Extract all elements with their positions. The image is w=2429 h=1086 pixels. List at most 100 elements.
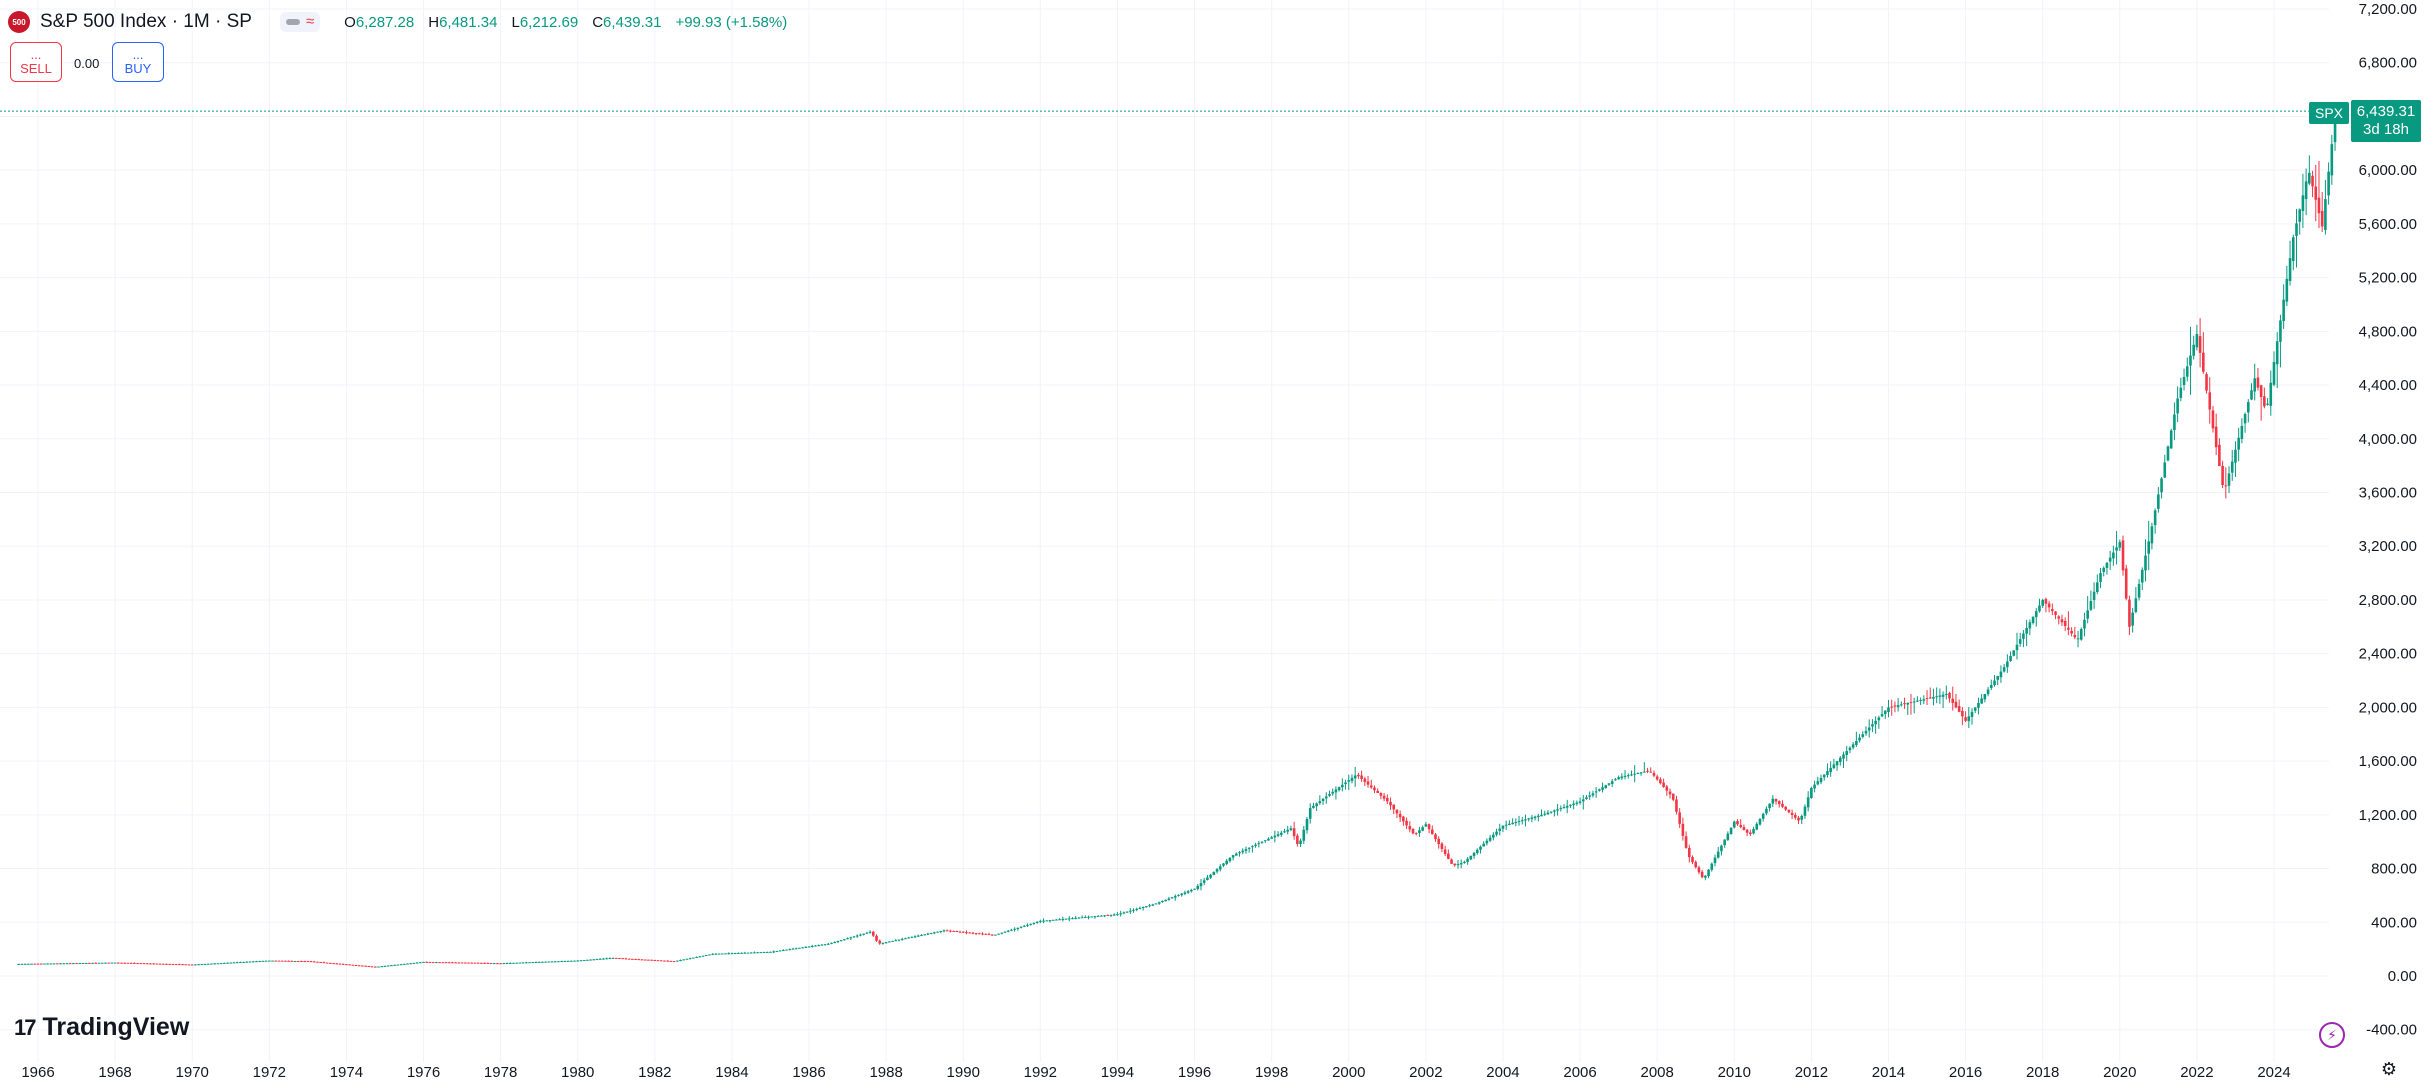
candle-body bbox=[17, 963, 21, 965]
candle-body bbox=[720, 953, 724, 955]
candle-body bbox=[1257, 843, 1261, 845]
candle-body bbox=[441, 962, 445, 964]
candle-body bbox=[1010, 929, 1013, 931]
candle-body bbox=[1880, 714, 1884, 717]
candle-body bbox=[1475, 849, 1479, 854]
candle-body bbox=[1437, 838, 1441, 845]
candle-body bbox=[1794, 814, 1797, 818]
candle-body bbox=[541, 961, 544, 963]
candle-body bbox=[1312, 805, 1315, 808]
candle-body bbox=[2092, 591, 2096, 600]
candle-body bbox=[1112, 914, 1116, 916]
candle-body bbox=[836, 941, 840, 943]
candle-body bbox=[1520, 820, 1524, 822]
candle-body bbox=[1601, 787, 1604, 790]
time-axis[interactable]: 1966 1968 1970 1972 1974 1976 1978 1980 1982 1984… bbox=[21, 1064, 2290, 1081]
candle-body bbox=[1469, 855, 1473, 860]
candle-body bbox=[1646, 770, 1649, 772]
candle-body bbox=[2221, 465, 2224, 485]
candle-body bbox=[1598, 789, 1601, 791]
candle-body bbox=[1514, 821, 1518, 823]
candle-body bbox=[592, 959, 596, 961]
candle-body bbox=[1559, 808, 1563, 810]
candle-body bbox=[2243, 414, 2247, 424]
sell-button[interactable]: ... SELL bbox=[10, 42, 62, 82]
candle-body bbox=[1752, 828, 1755, 834]
candle-body bbox=[335, 963, 339, 965]
tradingview-wordmark: TradingView bbox=[42, 1013, 190, 1041]
candle-body bbox=[1029, 923, 1033, 925]
candle-body bbox=[1096, 915, 1100, 917]
candle-body bbox=[213, 963, 216, 965]
candle-body bbox=[807, 946, 811, 948]
candle-body bbox=[36, 963, 40, 965]
candle-body bbox=[1916, 700, 1919, 702]
candle-body bbox=[1206, 877, 1209, 880]
tradingview-logo[interactable]: 17 TradingView bbox=[14, 1013, 189, 1042]
candle-body bbox=[782, 950, 785, 952]
candle-body bbox=[1466, 858, 1469, 862]
candle-body bbox=[621, 958, 625, 960]
price-axis[interactable]: -400.00 0.00 400.00 800.00 1,200.00 1,600.00 2… bbox=[2359, 1, 2417, 1039]
candle-body bbox=[2288, 258, 2292, 281]
candle-body bbox=[830, 942, 833, 944]
candle-body bbox=[1299, 840, 1302, 845]
candle-body bbox=[348, 964, 351, 966]
candle-body bbox=[1578, 801, 1582, 803]
candle-body bbox=[235, 962, 239, 964]
ohlc-high: H6,481.34 bbox=[428, 14, 497, 31]
candle-body bbox=[1765, 808, 1768, 814]
candle-body bbox=[2301, 195, 2305, 211]
candle-body bbox=[1896, 705, 1900, 708]
candle-body bbox=[579, 960, 583, 962]
candle-body bbox=[1819, 777, 1823, 783]
y-tick-label: 4,000.00 bbox=[2359, 431, 2417, 448]
candle-body bbox=[508, 962, 512, 964]
candle-body bbox=[1932, 696, 1935, 699]
candle-body bbox=[2067, 627, 2070, 630]
candle-body bbox=[502, 963, 506, 965]
candle-body bbox=[1829, 767, 1832, 773]
symbol-logo[interactable]: 500 bbox=[8, 11, 30, 33]
candle-body bbox=[727, 953, 731, 955]
lightning-icon[interactable]: ⚡ bbox=[2319, 1022, 2345, 1048]
candle-body bbox=[1710, 863, 1714, 870]
buy-button[interactable]: ... BUY bbox=[112, 42, 164, 82]
candle-body bbox=[1533, 816, 1537, 819]
candle-body bbox=[1411, 828, 1415, 834]
candle-body bbox=[586, 959, 589, 961]
candle-body bbox=[357, 965, 361, 967]
gear-icon[interactable]: ⚙ bbox=[2380, 1059, 2398, 1079]
candle-body bbox=[756, 952, 759, 954]
candle-body bbox=[2205, 374, 2208, 391]
candle-body bbox=[868, 931, 872, 933]
candle-body bbox=[897, 939, 901, 941]
candle-body bbox=[251, 961, 255, 963]
candle-body bbox=[1395, 809, 1399, 814]
candle-body bbox=[788, 949, 792, 951]
candle-body bbox=[2115, 547, 2118, 551]
candlestick-series bbox=[17, 114, 2337, 968]
candle-body bbox=[2028, 622, 2032, 629]
candle-body bbox=[1485, 840, 1489, 844]
candle-body bbox=[1273, 835, 1277, 838]
data-status-pill[interactable]: ≈ bbox=[279, 12, 321, 32]
candle-body bbox=[1989, 685, 1993, 689]
candle-body bbox=[2253, 378, 2257, 392]
candle-body bbox=[505, 963, 509, 965]
candle-body bbox=[1360, 775, 1363, 780]
candle-body bbox=[483, 962, 486, 964]
symbol-title[interactable]: S&P 500 Index · 1M · SP bbox=[40, 11, 252, 32]
candle-body bbox=[1116, 914, 1119, 916]
x-tick-label: 1988 bbox=[869, 1064, 902, 1081]
candle-body bbox=[52, 963, 56, 965]
candle-body bbox=[833, 941, 837, 944]
candle-body bbox=[332, 963, 335, 965]
candle-body bbox=[1389, 801, 1392, 806]
candle-body bbox=[653, 959, 657, 961]
candle-body bbox=[2195, 334, 2199, 348]
candle-body bbox=[820, 944, 824, 946]
candle-body bbox=[1167, 898, 1171, 901]
candle-body bbox=[1787, 809, 1791, 813]
